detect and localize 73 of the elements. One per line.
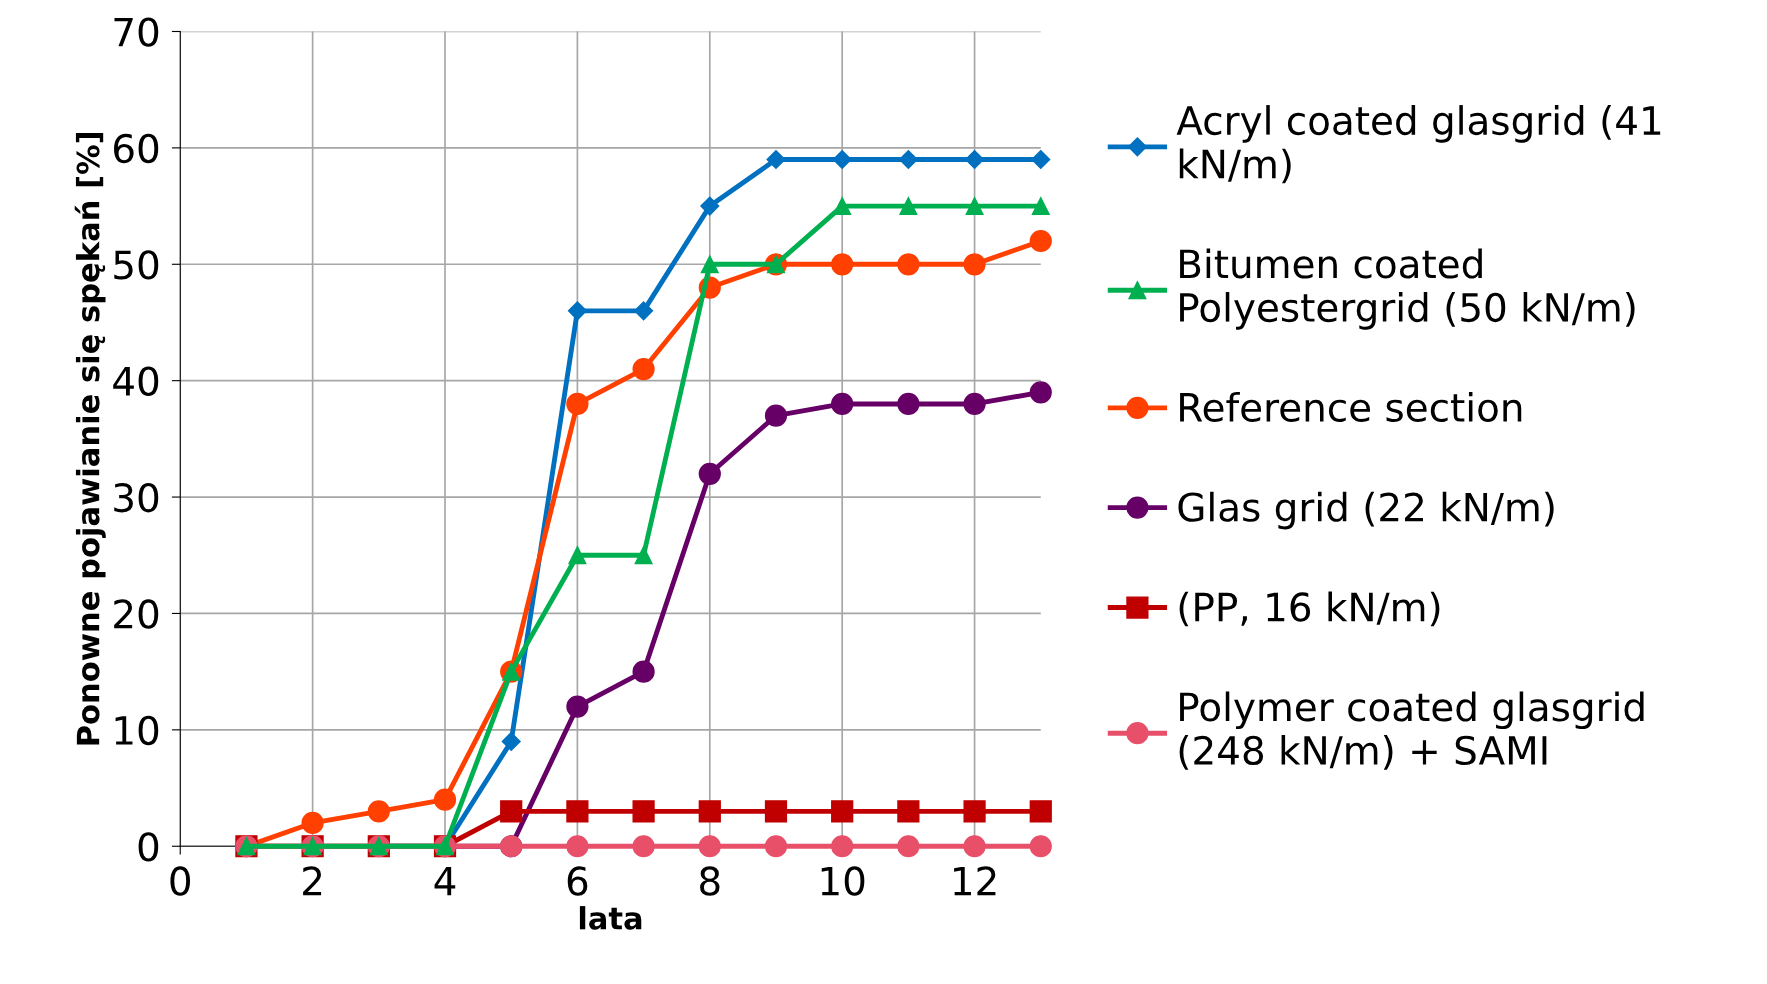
point: [566, 695, 589, 718]
point: [566, 835, 589, 858]
point: [567, 301, 587, 321]
point: [766, 149, 786, 170]
point: [634, 546, 653, 565]
point: [367, 800, 390, 823]
y-tick-label: 70: [114, 17, 159, 47]
legend-label: Glas grid (22 kN/m): [1178, 491, 1554, 530]
point: [965, 149, 985, 170]
point: [764, 404, 788, 427]
point: [899, 197, 918, 216]
point: [698, 462, 721, 485]
point: [963, 800, 986, 823]
point: [897, 800, 920, 823]
x-tick-label: 2: [303, 866, 322, 896]
point: [831, 835, 854, 858]
y-tick-label: 10: [115, 715, 159, 746]
point: [831, 800, 854, 823]
point: [1029, 835, 1052, 858]
y-tick-label: 60: [114, 133, 159, 164]
point: [632, 357, 655, 381]
point: [700, 196, 720, 216]
point: [566, 800, 589, 823]
legend-label: Bitumen coated Polyestergrid (50 kN/m): [1180, 248, 1635, 330]
point: [698, 835, 721, 858]
point: [1031, 197, 1050, 216]
point: [963, 392, 986, 416]
point: [566, 392, 589, 416]
point: [634, 301, 654, 321]
point: [1029, 229, 1052, 253]
point: [301, 811, 324, 835]
y-tick-label: 30: [114, 482, 159, 513]
point: [898, 149, 918, 170]
point: [700, 255, 719, 274]
legend-label: (PP, 16 kN/m): [1179, 591, 1440, 627]
point: [500, 800, 523, 823]
point: [831, 392, 854, 416]
point: [1031, 149, 1051, 170]
point: [833, 197, 852, 216]
point: [433, 788, 457, 811]
y-axis-title: Ponowne pojawianie się spękań [%]: [74, 132, 106, 745]
point: [963, 253, 986, 276]
point: [1029, 381, 1052, 404]
point: [632, 835, 655, 858]
x-tick-label: 8: [700, 866, 720, 896]
legend-label: Acryl coated glasgrid (41 kN/m): [1176, 105, 1661, 184]
point: [632, 660, 655, 683]
point: [965, 197, 984, 216]
point: [832, 149, 852, 170]
x-tick-label: 6: [567, 866, 588, 896]
point: [897, 253, 920, 276]
point: [632, 800, 655, 823]
point: [568, 546, 587, 565]
x-axis-title: lata: [579, 906, 642, 930]
x-tick-label: 12: [954, 866, 996, 896]
point: [501, 731, 521, 752]
point: [897, 835, 920, 858]
y-tick-label: 20: [114, 599, 159, 629]
y-tick-label: 50: [114, 250, 159, 280]
point: [764, 800, 788, 823]
x-tick-label: 4: [434, 866, 456, 896]
point: [831, 253, 854, 276]
x-tick-label: 0: [170, 866, 191, 896]
x-tick-label: 10: [821, 866, 865, 896]
point: [1029, 800, 1052, 823]
legend-label: Reference section: [1180, 391, 1522, 422]
legend-label: Polymer coated glasgrid (248 kN/m) + SAMI: [1179, 691, 1644, 770]
y-tick-label: 0: [138, 832, 159, 862]
point: [698, 800, 721, 823]
y-tick-label: 40: [113, 366, 159, 396]
point: [963, 835, 986, 858]
point: [764, 835, 788, 858]
point: [897, 392, 920, 416]
